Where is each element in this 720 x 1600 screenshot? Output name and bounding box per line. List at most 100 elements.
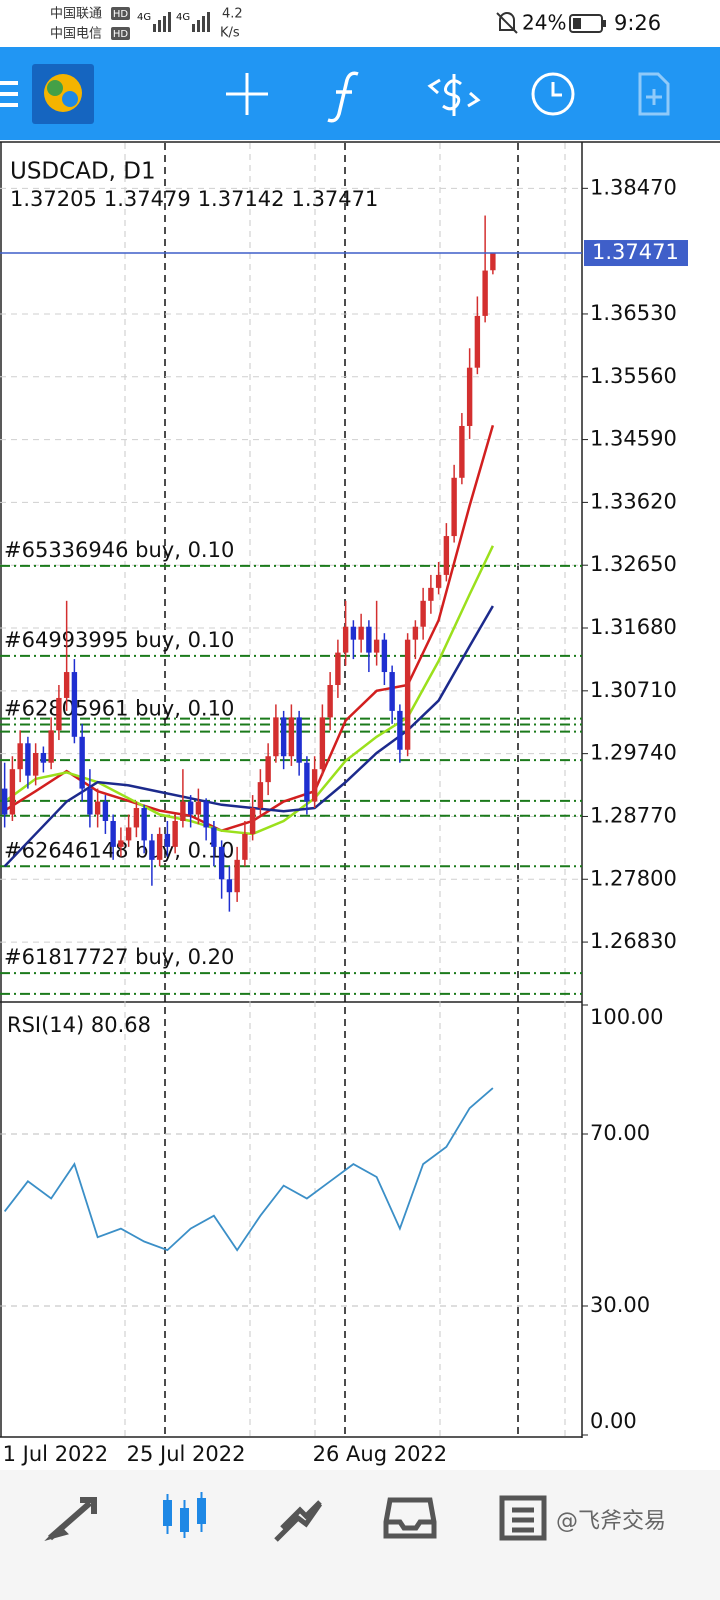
candle-body [71,672,78,737]
y-tick-label: 1.27800 [590,866,677,890]
y-tick-label: 1.26830 [590,929,677,953]
battery [569,14,603,33]
news-tab[interactable] [499,1495,547,1541]
indicators-button[interactable] [327,71,359,123]
network: 4G [137,12,151,23]
candle-body [420,600,426,627]
y-tick-label: 70.00 [590,1121,650,1145]
candle-body [94,801,101,815]
y-tick-label: 1.34590 [590,427,677,451]
new-order-button[interactable] [638,72,670,116]
candle-body [381,639,388,673]
speed-unit: K/s [220,26,240,41]
candle-body [474,315,481,368]
candle-body [482,270,488,316]
x-tick-label: 26 Aug 2022 [313,1442,448,1466]
ohlc-header: 1.37205 1.37479 1.37142 1.37471 [10,187,378,211]
candle-body [311,769,318,802]
candle-body [397,710,403,750]
candle-body [110,820,116,847]
candle-body [133,808,140,828]
candle-body [335,652,341,685]
candle-body [265,756,271,783]
x-tick-label: 1 Jul 2022 [3,1442,109,1466]
candle-body [32,752,39,776]
candle-body [404,639,411,750]
speed: 4.2 [222,7,243,22]
candle-body [490,253,496,271]
y-tick-label: 1.30710 [590,678,677,702]
candle-body [141,808,147,841]
bid-label: 1.37471 [592,240,679,264]
bid-label-box [584,240,688,267]
candle-body [358,626,364,640]
candle-body [451,477,457,537]
candle-body [350,626,357,640]
candle-body [443,536,450,575]
order-label: #65336946 buy, 0.10 [4,538,234,562]
network: 4G [176,12,190,23]
candle-body [319,717,326,770]
menu-button[interactable] [0,81,18,107]
order-label: #64993995 buy, 0.10 [4,628,234,652]
history-tab[interactable] [383,1497,437,1539]
app-logo[interactable] [32,64,94,124]
candle-body [273,717,279,757]
candle-body [234,859,240,893]
carrier: 中国电信 [50,27,102,42]
candle-body [366,626,372,653]
candle-body [149,840,155,860]
candle-body [203,801,209,828]
chart-tab[interactable] [163,1492,206,1538]
y-tick-label: 1.35560 [590,364,677,388]
trade-tab[interactable] [274,1500,323,1542]
y-tick-label: 30.00 [590,1293,650,1317]
candle-body [63,672,70,698]
quotes-tab[interactable] [44,1497,97,1541]
rsi-line [3,1087,494,1252]
badge-text: HD [113,9,129,20]
y-tick-label: 1.36530 [590,301,677,325]
ohlc-value: 1.37142 [198,187,285,211]
candle-body [373,639,380,653]
candle-body [17,743,23,770]
signal [153,12,210,32]
candle-body [280,717,287,757]
crosshair-button[interactable] [226,73,268,115]
candle-body [242,833,248,860]
candle-body [118,840,124,847]
carrier: 中国联通 [50,7,102,22]
candle-body [156,833,163,860]
candle-body [56,697,62,731]
candle-body [389,672,395,711]
candle-body [25,743,31,776]
rsi-chart: 100.00 70.00 30.00 0.00 [0,1004,663,1436]
candle-body [164,833,171,847]
candle-body [288,717,295,757]
battery-fill [573,18,581,29]
candle-body [1,788,8,815]
candle-body [87,788,93,815]
y-tick-label: 1.33620 [590,489,677,513]
candle-body [40,752,47,763]
ohlc-value: 1.37471 [292,187,379,211]
y-tick-label: 0.00 [590,1409,637,1433]
battery-tip [603,20,606,27]
candle-body [466,367,473,426]
rsi-title: RSI(14) 80.68 [7,1013,151,1037]
battery-level: 24% [522,11,566,35]
candle-body [296,717,302,763]
candle-body [187,801,194,815]
candle-body [125,827,132,841]
y-tick-label: 1.32650 [590,552,677,576]
badge-text: HD [113,29,129,40]
candle-body [102,801,109,821]
y-tick-label: 1.38470 [590,175,677,199]
x-tick-label: 25 Jul 2022 [127,1442,246,1466]
trade-button[interactable] [427,74,481,116]
candle-body [48,730,54,763]
period-button[interactable] [531,72,575,116]
y-tick-label: 100.00 [590,1005,663,1029]
candle-body [211,827,217,847]
